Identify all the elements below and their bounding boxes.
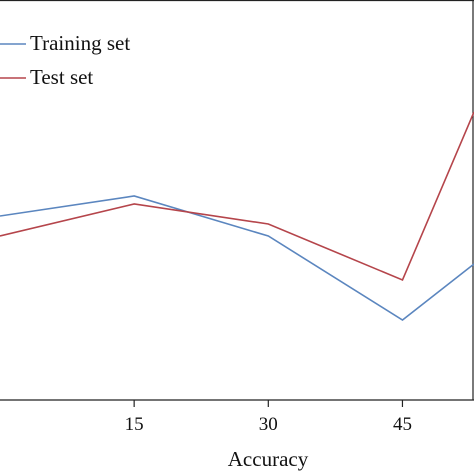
series-line-test-set [0,111,474,282]
x-tick-label: 45 [393,414,412,435]
legend: Training set Test set [0,31,130,89]
x-axis-label: Accuracy [228,447,309,471]
legend-label: Test set [30,65,93,89]
x-tick-layer: 15 30 45 [125,400,412,435]
chart-axes [0,0,474,401]
series-layer [0,111,474,321]
x-tick-label: 15 [125,414,144,435]
x-tick-label: 30 [259,414,278,435]
series-line-training-set [0,195,474,321]
legend-label: Training set [30,31,130,55]
